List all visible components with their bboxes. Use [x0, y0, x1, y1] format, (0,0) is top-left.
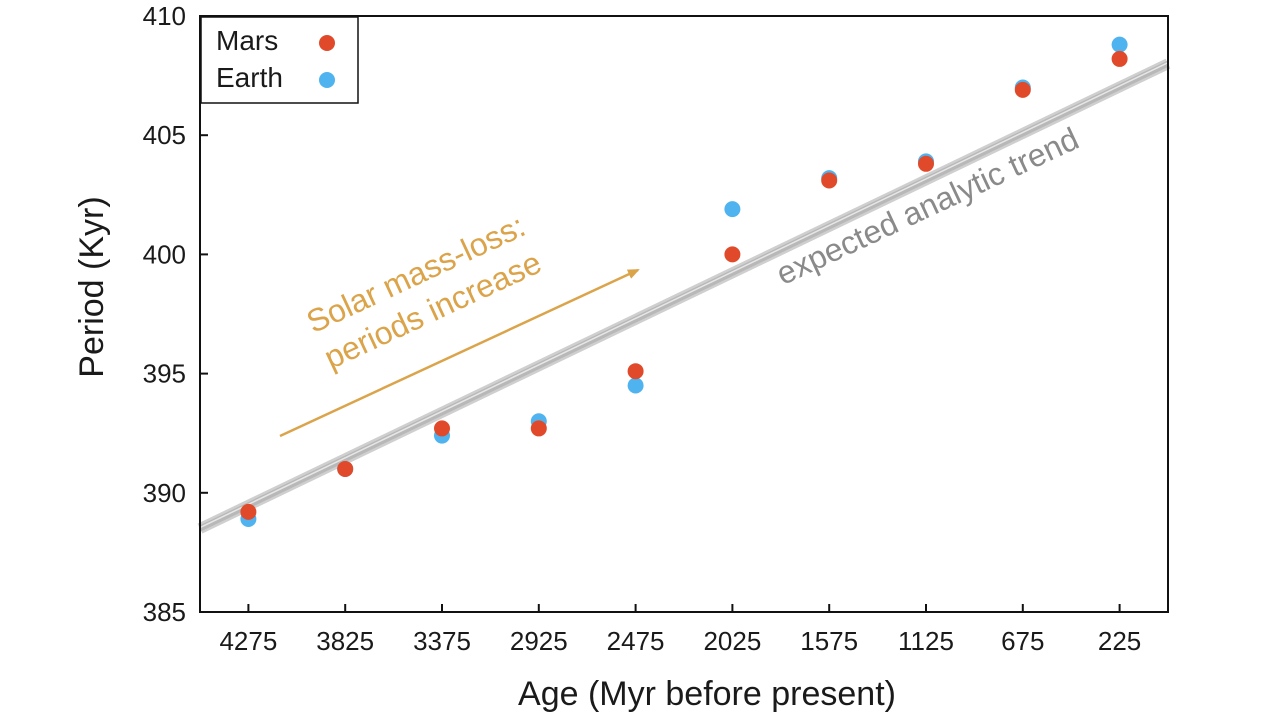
mars-point — [821, 172, 838, 189]
mars-point — [434, 420, 450, 437]
y-tick-label: 390 — [143, 478, 186, 508]
legend-label-earth: Earth — [216, 62, 283, 93]
annotation-arrow — [279, 268, 640, 438]
earth-point — [724, 201, 741, 218]
x-tick-label: 3375 — [413, 626, 471, 656]
x-axis-label: Age (Myr before present) — [518, 675, 896, 713]
y-axis-label: Period (Kyr) — [73, 196, 111, 377]
x-tick-label: 1575 — [800, 626, 858, 656]
legend-marker-earth — [319, 72, 335, 88]
x-tick-label: 2475 — [607, 626, 665, 656]
earth-point — [1111, 36, 1128, 53]
mars-point — [1111, 50, 1128, 67]
y-tick-label: 400 — [143, 239, 186, 269]
mars-point — [918, 155, 934, 172]
x-tick-label: 675 — [1001, 626, 1044, 656]
y-tick-label: 395 — [143, 359, 186, 389]
earth-point — [627, 377, 644, 394]
y-tick-label: 410 — [143, 1, 186, 31]
x-tick-label: 3825 — [316, 626, 374, 656]
y-tick-label: 385 — [143, 597, 186, 627]
trend-line-highlight — [199, 62, 1169, 529]
x-tick-label: 225 — [1098, 626, 1141, 656]
mars-point — [337, 460, 354, 477]
trend-line — [198, 60, 1170, 532]
mars-point — [530, 420, 547, 437]
trend-line-group — [197, 58, 1171, 534]
data-points — [240, 36, 1128, 528]
mars-point — [627, 363, 644, 380]
annotation-text: Solar mass-loss: periods increase — [301, 207, 547, 375]
legend-marker-mars — [319, 35, 335, 51]
legend: Mars Earth — [200, 16, 359, 104]
x-tick-label: 1125 — [898, 626, 954, 656]
legend-box — [200, 16, 359, 104]
x-tick-label: 2925 — [510, 626, 568, 656]
mars-point — [724, 246, 741, 263]
x-tick-label: 4275 — [219, 626, 277, 656]
mars-point — [240, 503, 257, 520]
y-tick-label: 405 — [143, 120, 186, 150]
mars-point — [1014, 81, 1031, 98]
x-tick-label: 2025 — [703, 626, 761, 656]
trend-line-label: expected analytic trend — [771, 120, 1084, 292]
plot-area-frame — [199, 15, 1169, 613]
legend-label-mars: Mars — [216, 25, 278, 56]
y-axis-ticks: 385 390 395 400 405 410 — [143, 1, 208, 627]
x-axis-ticks: 4275 3825 3375 2925 2475 2025 1575 1125 675 225 — [219, 604, 1141, 656]
